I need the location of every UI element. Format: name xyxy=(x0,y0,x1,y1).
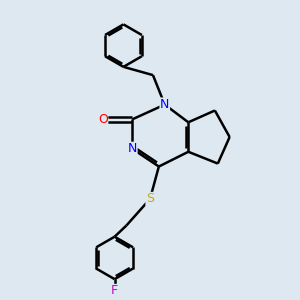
Text: F: F xyxy=(111,284,118,298)
Text: N: N xyxy=(160,98,170,111)
Text: S: S xyxy=(146,193,154,206)
Text: O: O xyxy=(98,113,108,126)
Text: N: N xyxy=(128,142,137,155)
